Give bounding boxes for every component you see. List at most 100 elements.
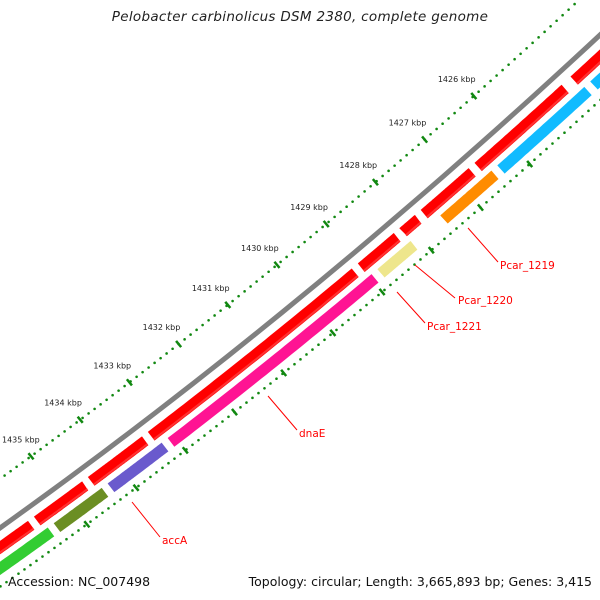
tick-dot: [327, 220, 330, 224]
tick-dot: [393, 164, 396, 167]
tick-dot: [257, 391, 260, 395]
tick-dot: [389, 283, 392, 287]
tick-dot: [11, 576, 14, 580]
reverse-gene-pink: [167, 274, 379, 447]
tick-dot: [251, 396, 254, 400]
tick-dot: [515, 174, 518, 178]
major-tick: [125, 378, 133, 387]
tick-dot: [539, 153, 542, 156]
tick-dot: [47, 550, 50, 554]
tick-dot: [329, 333, 332, 337]
major-tick: [273, 260, 281, 269]
tick-dot: [587, 109, 590, 113]
tick-dot: [291, 250, 294, 254]
forward-gene: [399, 214, 422, 237]
tick-dot: [63, 430, 66, 433]
major-tick: [421, 135, 429, 144]
reverse-gene-olive: [53, 487, 109, 533]
forward-gene-shade: [39, 488, 89, 525]
tick-dot: [347, 318, 350, 322]
reverse-gene-green: [0, 527, 55, 576]
tick-dot: [197, 438, 200, 442]
tick-dot: [57, 434, 60, 438]
tick-dot: [461, 221, 464, 225]
tick-dot: [69, 425, 72, 429]
tick-label: 1432 kbp: [143, 323, 181, 332]
tick-dot: [567, 8, 570, 11]
tick-dot: [191, 443, 194, 447]
tick-dot: [359, 308, 362, 312]
tick-dot: [419, 258, 422, 261]
tick-dot: [557, 136, 560, 140]
tick-dot: [453, 111, 456, 115]
tick-dot: [369, 184, 372, 188]
tick-dot: [15, 465, 18, 469]
tick-dot: [275, 377, 278, 380]
forward-gene-shade: [405, 221, 422, 237]
forward-gene-shade: [363, 239, 401, 272]
tick-dot: [581, 115, 584, 118]
tick-dot: [75, 421, 78, 424]
forward-gene: [357, 232, 401, 273]
tick-dot: [371, 298, 374, 302]
gene-label-acca: accA: [162, 535, 188, 547]
tick-label: 1431 kbp: [192, 284, 230, 293]
major-tick: [322, 220, 330, 228]
forward-gene: [0, 520, 35, 555]
gene-label-pcar_1220: Pcar_1220: [458, 295, 513, 307]
reverse-gene-yellow: [377, 240, 418, 278]
tick-dot: [87, 412, 90, 415]
tick-dot: [543, 30, 546, 34]
tick-dot: [255, 280, 258, 283]
tick-dot: [563, 131, 566, 134]
tick-dot: [509, 179, 512, 183]
tick-dot: [279, 260, 282, 264]
tick-label: 1435 kbp: [2, 435, 40, 444]
tick-dot: [135, 375, 138, 379]
tick-dot: [353, 313, 356, 317]
tick-dot: [27, 456, 30, 460]
reverse-gene-blue: [497, 86, 592, 174]
tick-dot: [237, 294, 240, 298]
tick-dot: [425, 253, 428, 256]
tick-dot: [261, 275, 264, 278]
tick-dot: [569, 125, 572, 129]
forward-gene-shade: [426, 174, 476, 218]
tick-dot: [155, 471, 158, 474]
tick-label: 1427 kbp: [389, 119, 427, 128]
tick-dot: [153, 361, 156, 365]
tick-dot: [593, 104, 596, 107]
forward-gene: [87, 436, 149, 486]
tick-dot: [0, 585, 2, 588]
forward-gene: [147, 268, 359, 441]
gene-label-leader: [267, 395, 298, 431]
major-tick: [427, 246, 435, 255]
tick-dot: [35, 559, 38, 563]
genome-summary-text: Topology: circular; Length: 3,665,893 bp…: [248, 574, 592, 589]
forward-gene: [420, 168, 476, 219]
tick-dot: [407, 268, 410, 271]
tick-dot: [143, 480, 146, 483]
tick-dot: [459, 106, 462, 110]
tick-dot: [249, 285, 252, 288]
tick-dot: [173, 457, 176, 460]
tick-dot: [29, 563, 32, 567]
tick-dot: [545, 147, 548, 151]
tick-dot: [83, 524, 86, 528]
tick-dot: [521, 169, 524, 172]
gene-label-leader: [414, 264, 456, 299]
tick-dot: [131, 489, 134, 492]
tick-dot: [59, 542, 62, 545]
tick-dot: [179, 452, 182, 456]
forward-gene-shade: [576, 60, 600, 85]
tick-dot: [159, 356, 162, 360]
major-tick: [76, 415, 84, 424]
tick-dot: [561, 13, 564, 17]
tick-dot: [305, 353, 308, 356]
tick-dot: [149, 475, 152, 479]
tick-dot: [161, 466, 164, 470]
tick-dot: [219, 309, 222, 312]
tick-label: 1428 kbp: [339, 161, 377, 170]
tick-dot: [189, 333, 192, 336]
